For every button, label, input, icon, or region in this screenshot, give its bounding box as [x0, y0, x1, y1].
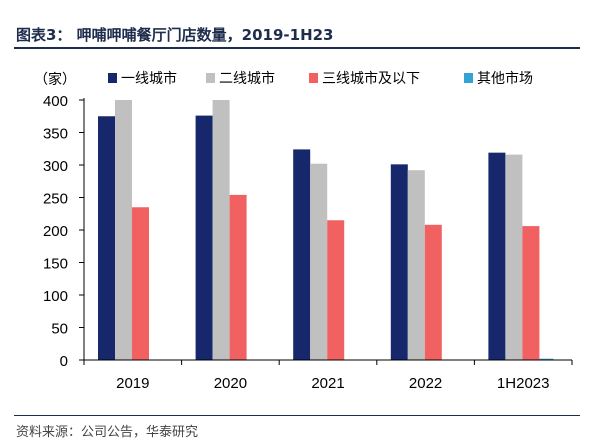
- legend: 一线城市 二线城市 三线城市及以下 其他市场: [108, 70, 533, 87]
- bar-3: [522, 226, 540, 360]
- legend-swatch: [206, 73, 215, 83]
- y-tick-label: 400: [43, 93, 68, 110]
- bar-2: [212, 100, 230, 360]
- source-note: 资料来源：公司公告，华泰研究: [16, 425, 199, 440]
- y-tick-label: 350: [43, 126, 68, 143]
- y-tick-label: 150: [43, 256, 68, 273]
- y-tick-label: 50: [51, 321, 68, 338]
- bar-4: [539, 358, 554, 360]
- bar-2: [505, 154, 523, 360]
- legend-label: 其他市场: [477, 70, 533, 87]
- bar-3: [132, 207, 149, 360]
- bar-1: [390, 164, 408, 360]
- axes: [79, 98, 573, 365]
- bar-2: [310, 163, 328, 360]
- x-tick-label: 2019: [116, 375, 149, 392]
- bar-3: [229, 194, 247, 360]
- y-axis-ticks: 0 50 100 150 200 250 300 350 400: [43, 93, 68, 370]
- y-tick-label: 0: [60, 353, 68, 370]
- legend-label: 一线城市: [121, 70, 177, 87]
- x-tick-label: 1H2023: [497, 375, 550, 392]
- y-tick-label: 100: [43, 288, 68, 305]
- bar-1: [98, 116, 115, 360]
- chart-title: 图表3： 呷哺呷哺餐厅门店数量，2019-1H23: [16, 26, 334, 44]
- bar-3: [327, 220, 345, 360]
- legend-label: 二线城市: [219, 70, 275, 87]
- x-tick-label: 2020: [214, 375, 247, 392]
- y-tick-label: 300: [43, 158, 68, 175]
- y-axis-unit: （家）: [34, 71, 76, 88]
- legend-swatch: [309, 73, 318, 83]
- bar-2: [115, 100, 132, 360]
- legend-label: 三线城市及以下: [322, 70, 420, 87]
- legend-swatch: [108, 73, 117, 83]
- x-axis-ticks: 2019 2020 2021 2022 1H2023: [116, 375, 549, 392]
- bar-1: [195, 115, 213, 360]
- y-tick-label: 200: [43, 223, 68, 240]
- bar-1: [293, 149, 311, 360]
- legend-swatch: [464, 73, 473, 83]
- title-divider: [14, 47, 580, 49]
- y-tick-label: 250: [43, 191, 68, 208]
- x-tick-label: 2022: [409, 375, 442, 392]
- source-divider: [14, 415, 580, 416]
- bars: [98, 100, 554, 360]
- bar-1: [488, 152, 506, 360]
- x-tick-label: 2021: [311, 375, 344, 392]
- bar-3: [424, 224, 442, 360]
- bar-2: [407, 170, 425, 360]
